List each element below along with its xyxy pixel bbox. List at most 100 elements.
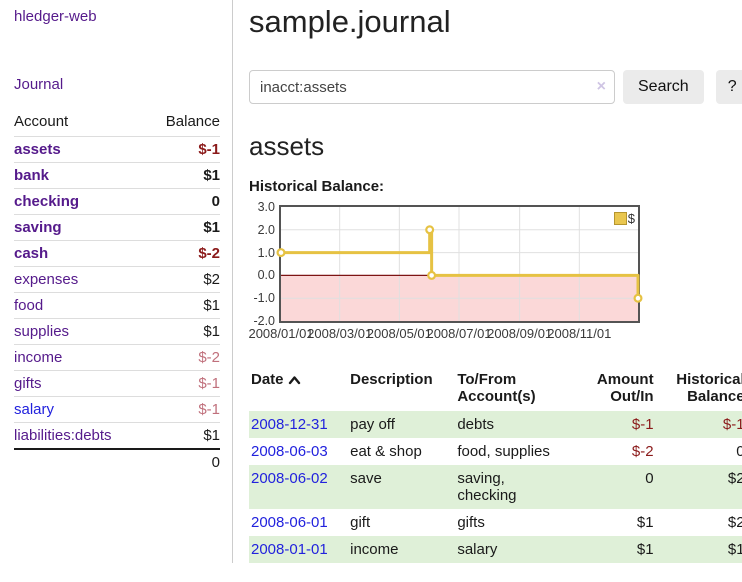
- account-row: salary $-1: [14, 396, 220, 423]
- main-content: sample.journal × Search ? assets Histori…: [233, 0, 742, 563]
- account-link-income[interactable]: income: [14, 349, 63, 366]
- account-link-supplies[interactable]: supplies: [14, 323, 70, 340]
- page-title: sample.journal: [249, 4, 451, 39]
- transaction-row: 2008-01-01 income salary $1 $1: [249, 536, 742, 563]
- account-row: expenses $2: [14, 266, 220, 293]
- account-link-gifts[interactable]: gifts: [14, 375, 42, 392]
- transaction-balance: $-1: [722, 416, 742, 433]
- transactions-header-row: Date Description To/From Account(s) Amou…: [249, 367, 742, 411]
- account-link-checking[interactable]: checking: [14, 193, 80, 210]
- transaction-balance: 0: [736, 443, 742, 460]
- account-balance: 0: [146, 188, 220, 215]
- help-button[interactable]: ?: [715, 70, 742, 104]
- account-row: supplies $1: [14, 318, 220, 345]
- accounts-column-header-tx: To/From Account(s): [457, 371, 536, 405]
- transaction-balance: $2: [727, 514, 742, 531]
- account-link-cash[interactable]: cash: [14, 245, 49, 262]
- transaction-amount: $1: [636, 541, 654, 558]
- data-point-marker: [425, 225, 435, 235]
- amount-column-header: Amount Out/In: [596, 371, 654, 405]
- transaction-description: income: [350, 541, 399, 558]
- transaction-balance: $1: [727, 541, 742, 558]
- transaction-date-link[interactable]: 2008-12-31: [251, 416, 328, 433]
- account-balance: $1: [146, 214, 220, 241]
- accounts-table: Account Balance assets $-1 bank $1 checking 0…: [14, 110, 220, 475]
- transaction-date-link[interactable]: 2008-06-01: [251, 514, 328, 531]
- account-row: food $1: [14, 292, 220, 319]
- account-balance: $-1: [146, 136, 220, 163]
- transaction-date-link[interactable]: 2008-01-01: [251, 541, 328, 558]
- transaction-date-link[interactable]: 2008-06-02: [251, 470, 328, 487]
- account-link-liabilities-debts[interactable]: liabilities:debts: [14, 427, 112, 444]
- app: hledger-web Journal Account Balance asse…: [14, 0, 742, 563]
- accounts-column-header: Account: [14, 110, 147, 137]
- transaction-accounts: debts: [457, 416, 495, 433]
- account-balance: $-1: [146, 370, 220, 397]
- accounts-table-header-row: Account Balance: [14, 110, 220, 137]
- transaction-amount: $-1: [631, 416, 654, 433]
- account-row: assets $-1: [14, 136, 220, 163]
- clear-search-icon[interactable]: ×: [596, 78, 606, 95]
- y-axis-tick-label: 2.0: [257, 222, 275, 237]
- transaction-date-link[interactable]: 2008-06-03: [251, 443, 328, 460]
- account-balance: $1: [146, 162, 220, 189]
- chart-legend: $: [613, 211, 635, 226]
- legend-swatch: [613, 212, 627, 225]
- chart-canvas: [276, 207, 643, 321]
- transaction-amount: $-2: [631, 443, 654, 460]
- account-balance: $1: [146, 292, 220, 319]
- transaction-amount: 0: [645, 470, 654, 487]
- accounts-total-row: 0: [14, 448, 220, 475]
- account-link-expenses[interactable]: expenses: [14, 271, 79, 288]
- y-axis-tick-label: -1.0: [253, 291, 275, 306]
- date-column-header[interactable]: Date: [249, 367, 348, 411]
- account-balance: $-1: [146, 396, 220, 423]
- transaction-row: 2008-06-02 save saving, checking 0 $2: [249, 465, 742, 509]
- chart-y-axis: 3.0 2.0 1.0 0.0 -1.0 -2.0: [249, 200, 279, 328]
- account-row: checking 0: [14, 188, 220, 215]
- chart-plot-column: $ 2008/01/01 2008/03/01 2008/05/01 2008/07/…: [248, 205, 643, 343]
- sidebar-item-journal[interactable]: Journal: [14, 76, 64, 93]
- description-column-header: Description: [350, 371, 433, 388]
- sort-ascending-icon: [288, 376, 300, 385]
- y-axis-tick-label: -2.0: [253, 314, 275, 328]
- transaction-accounts: food, supplies: [457, 443, 550, 460]
- data-point-marker: [427, 270, 437, 280]
- chart-title: Historical Balance:: [249, 178, 385, 195]
- balance-column-header-tx: Historical Balance: [676, 371, 742, 405]
- account-link-bank[interactable]: bank: [14, 167, 50, 184]
- transaction-row: 2008-06-03 eat & shop food, supplies $-2 0: [249, 438, 742, 465]
- account-link-food[interactable]: food: [14, 297, 44, 314]
- balance-column-header: Balance: [146, 110, 220, 137]
- app-brand-link[interactable]: hledger-web: [14, 8, 97, 25]
- accounts-total-value: 0: [146, 448, 220, 475]
- transaction-row: 2008-12-31 pay off debts $-1 $-1: [249, 411, 742, 438]
- transaction-accounts: saving, checking: [457, 470, 517, 504]
- search-input[interactable]: [249, 70, 615, 104]
- transaction-accounts: salary: [457, 541, 498, 558]
- search-input-wrap: ×: [249, 70, 615, 104]
- transaction-description: gift: [350, 514, 371, 531]
- account-link-assets[interactable]: assets: [14, 141, 61, 158]
- x-axis-tick-label: 2008/01/01: [248, 326, 314, 341]
- account-link-saving[interactable]: saving: [14, 219, 62, 236]
- account-row: saving $1: [14, 214, 220, 241]
- x-axis-tick-label: 2008/07/01: [426, 326, 492, 341]
- chart-x-axis: 2008/01/01 2008/03/01 2008/05/01 2008/07/01…: [248, 323, 640, 343]
- account-balance: $2: [146, 266, 220, 293]
- account-link-salary[interactable]: salary: [14, 401, 55, 418]
- transaction-description: save: [350, 470, 382, 487]
- x-axis-tick-label: 2008/05/01: [366, 326, 432, 341]
- transaction-balance: $2: [727, 470, 742, 487]
- account-heading: assets: [249, 131, 325, 161]
- transaction-amount: $1: [636, 514, 654, 531]
- transaction-description: pay off: [350, 416, 395, 433]
- balance-chart: 3.0 2.0 1.0 0.0 -1.0 -2.0 $ 2008/01/01 2008/03…: [248, 200, 742, 343]
- transaction-row: 2008-06-01 gift gifts $1 $2: [249, 509, 742, 536]
- y-axis-tick-label: 3.0: [257, 200, 275, 214]
- transaction-accounts: gifts: [457, 514, 485, 531]
- account-balance: $-2: [146, 240, 220, 267]
- search-button[interactable]: Search: [623, 70, 704, 104]
- account-row: liabilities:debts $1: [14, 422, 220, 450]
- transaction-description: eat & shop: [350, 443, 422, 460]
